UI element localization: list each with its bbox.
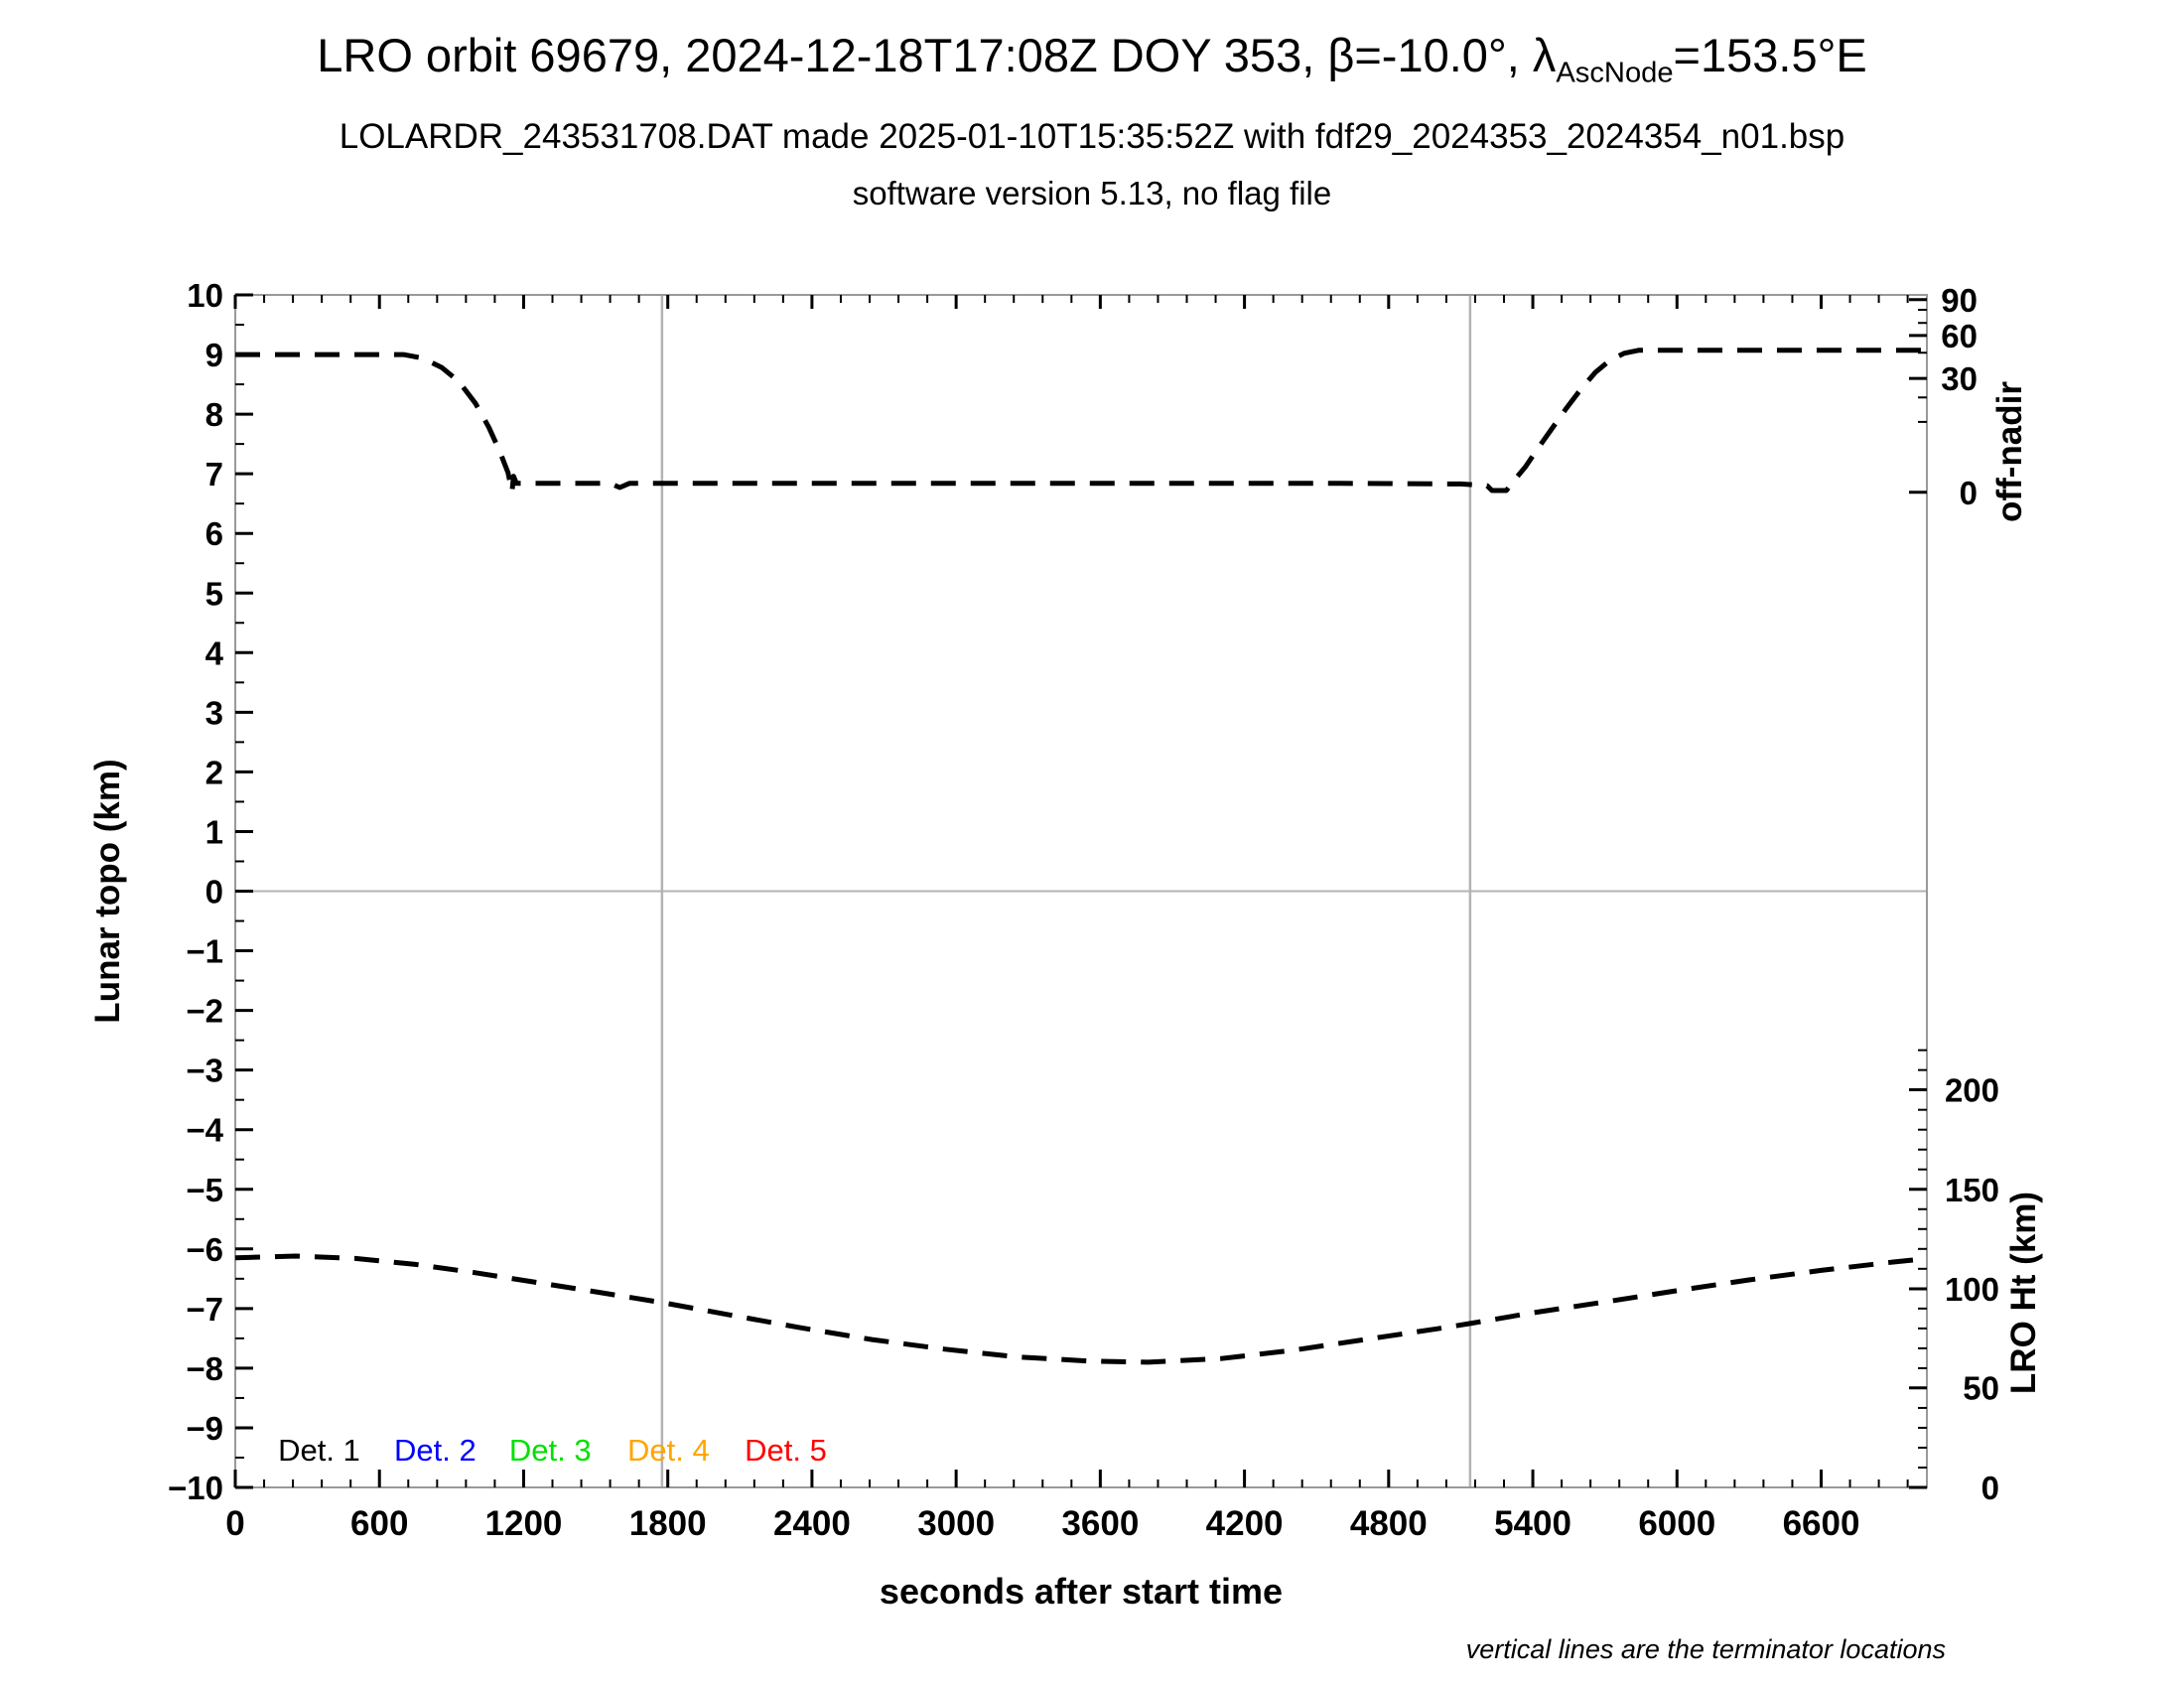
height-curve [234,1253,1923,1365]
y-tick-label: −8 [186,1350,223,1387]
y-tick-label: 8 [205,396,223,433]
x-tick-label: 1200 [485,1504,563,1543]
height-tick-label: 150 [1945,1172,1999,1208]
legend-item-det1: Det. 1 [278,1433,360,1468]
y-axis-title: Lunar topo (km) [88,759,127,1023]
height-tick-label: 50 [1963,1370,1999,1407]
x-axis-title: seconds after start time [880,1571,1283,1612]
y-tick-label: −3 [186,1053,223,1089]
y-tick-label: 3 [205,694,223,731]
y-tick-label: −4 [186,1112,223,1149]
y-tick-label: −5 [186,1172,223,1208]
offnadir-axis-title: off-nadir [1990,381,2029,522]
offnadir-tick-label: 30 [1941,360,1978,397]
title-suffix: =153.5°E [1673,29,1867,81]
y-tick-label: −9 [186,1410,223,1447]
offnadir-tick-label: 60 [1941,318,1978,354]
legend-item-det4: Det. 4 [627,1433,710,1468]
y-tick-label: −7 [186,1291,223,1328]
y-tick-label: −2 [186,993,223,1030]
offnadir-curve [235,348,1923,494]
y-tick-label: −1 [186,933,223,970]
x-tick-label: 1800 [629,1504,707,1543]
x-tick-label: 3000 [917,1504,995,1543]
y-tick-label: 5 [205,575,223,612]
y-tick-label: 4 [205,634,224,671]
y-tick-label: 7 [205,456,223,492]
y-tick-label: −10 [168,1470,223,1506]
page-title: LRO orbit 69679, 2024-12-18T17:08Z DOY 3… [0,28,2184,89]
height-tick-label: 0 [1981,1470,1999,1506]
title-subscript: AscNode [1556,57,1674,89]
x-tick-label: 600 [350,1504,408,1543]
title-prefix: LRO orbit 69679, 2024-12-18T17:08Z DOY 3… [317,29,1557,81]
offnadir-tick-label: 0 [1960,475,1978,511]
legend-item-det2: Det. 2 [394,1433,477,1468]
offnadir-tick-label: 90 [1941,282,1978,319]
x-tick-label: 4200 [1206,1504,1284,1543]
y-tick-label: 9 [205,337,223,373]
y-tick-label: −6 [186,1231,223,1268]
x-tick-label: 0 [225,1504,244,1543]
y-tick-label: 2 [205,754,223,790]
x-tick-label: 4800 [1350,1504,1428,1543]
y-tick-label: 1 [205,813,223,850]
x-tick-label: 6000 [1638,1504,1715,1543]
height-axis-title: LRO Ht (km) [2004,1192,2043,1394]
y-tick-label: 10 [187,277,223,314]
legend-item-det3: Det. 3 [509,1433,592,1468]
height-tick-label: 100 [1945,1271,1999,1308]
x-tick-label: 5400 [1494,1504,1571,1543]
x-tick-label: 6600 [1783,1504,1860,1543]
legend-item-det5: Det. 5 [745,1433,827,1468]
y-tick-label: 0 [205,874,223,911]
subtitle-file-info: LOLARDR_243531708.DAT made 2025-01-10T15… [339,117,1845,156]
subtitle-software-version: software version 5.13, no flag file [852,175,1332,211]
x-tick-label: 2400 [773,1504,851,1543]
x-tick-label: 3600 [1061,1504,1139,1543]
terminator-footnote: vertical lines are the terminator locati… [1465,1634,1946,1664]
y-tick-label: 6 [205,515,223,552]
height-tick-label: 200 [1945,1071,1999,1108]
